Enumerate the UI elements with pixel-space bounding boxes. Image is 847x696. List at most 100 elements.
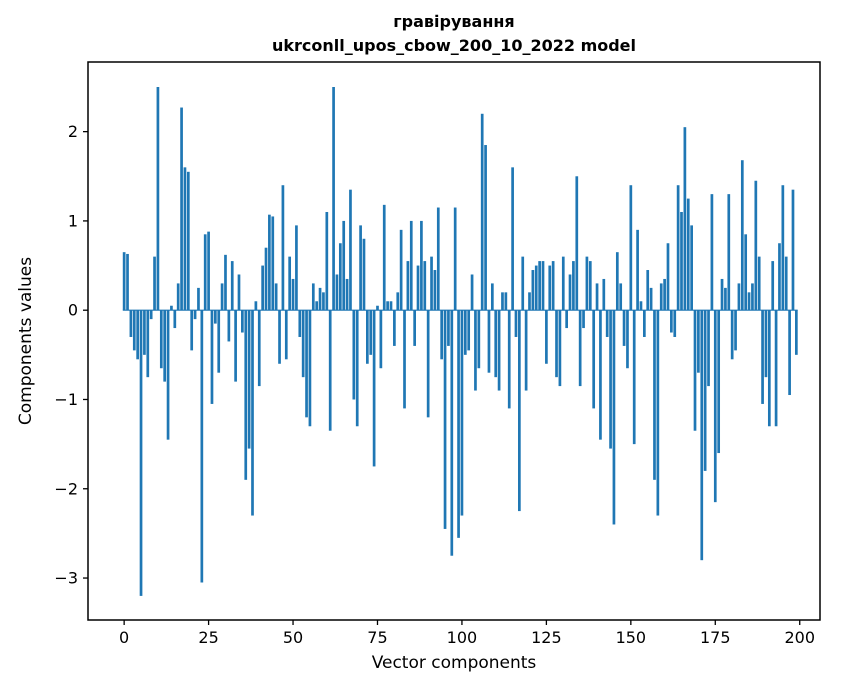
bar	[433, 270, 437, 311]
bar	[440, 310, 444, 360]
bar	[379, 310, 383, 369]
bar	[639, 301, 643, 311]
bar	[457, 310, 460, 538]
bar	[663, 278, 666, 311]
bar	[700, 310, 704, 561]
bar	[247, 310, 251, 449]
bar	[197, 287, 200, 311]
bar	[568, 274, 572, 311]
bar	[315, 301, 319, 311]
bar	[271, 216, 275, 311]
bar	[538, 261, 541, 311]
bar	[632, 310, 636, 445]
bar	[764, 310, 768, 378]
x-tick-label: 150	[616, 628, 647, 647]
x-tick-label: 50	[283, 628, 303, 647]
bar	[436, 207, 440, 311]
bar	[362, 238, 366, 311]
bar	[490, 283, 494, 311]
bar	[636, 229, 639, 311]
bar	[295, 225, 298, 311]
bar	[210, 310, 214, 404]
bar	[730, 310, 734, 360]
bar	[524, 310, 528, 391]
bar	[230, 261, 234, 311]
y-tick-label: 1	[68, 211, 78, 230]
bar	[301, 310, 305, 378]
bar	[717, 310, 721, 454]
bar	[788, 310, 791, 396]
bar	[740, 160, 744, 311]
bar	[261, 265, 264, 311]
bar	[328, 310, 332, 431]
bar	[183, 167, 187, 311]
x-tick-label: 75	[367, 628, 387, 647]
bar	[599, 310, 602, 440]
bar	[447, 310, 450, 346]
bar	[774, 310, 778, 427]
bar	[220, 283, 224, 311]
bar	[203, 234, 207, 311]
chart-title-line1: гравірування	[393, 12, 515, 31]
bar	[693, 310, 697, 431]
bar	[724, 287, 727, 311]
bar	[629, 185, 633, 311]
bar	[143, 310, 146, 355]
bar	[416, 265, 420, 311]
bar	[727, 194, 731, 311]
bar	[139, 310, 143, 596]
bar	[605, 310, 609, 337]
bar	[311, 283, 315, 311]
bar	[386, 301, 389, 311]
bar	[325, 211, 329, 311]
bar	[234, 310, 237, 382]
bar	[342, 220, 346, 311]
bar	[359, 225, 362, 311]
bar	[399, 229, 403, 311]
bar	[193, 310, 197, 320]
y-tick-label: −3	[54, 569, 78, 588]
x-tick-label: 25	[198, 628, 218, 647]
bar	[200, 310, 204, 583]
bar	[784, 256, 788, 311]
x-tick-label: 175	[700, 628, 731, 647]
bar	[298, 310, 302, 337]
bar	[720, 278, 724, 311]
bar	[521, 256, 525, 311]
bar	[318, 287, 322, 311]
bar	[612, 310, 616, 525]
bar	[122, 252, 126, 311]
bar	[754, 180, 758, 311]
bar	[460, 310, 464, 516]
bar	[159, 310, 163, 369]
bar	[626, 310, 629, 369]
bar	[132, 310, 136, 351]
bar	[372, 310, 376, 467]
bar	[592, 310, 596, 409]
bar	[443, 310, 447, 529]
bar	[345, 278, 349, 311]
bar	[680, 211, 683, 311]
bar	[791, 189, 795, 311]
bar	[409, 220, 413, 311]
y-tick-label: 0	[68, 301, 78, 320]
bar	[352, 310, 356, 400]
bar	[643, 310, 646, 337]
bar	[430, 256, 433, 311]
bar	[366, 310, 369, 364]
bar	[747, 292, 751, 311]
bar	[528, 292, 531, 311]
bar	[649, 287, 653, 311]
bar	[470, 274, 474, 311]
bar	[420, 220, 423, 311]
bar	[771, 261, 775, 311]
bar	[565, 310, 568, 329]
bar	[413, 310, 416, 346]
bar	[781, 185, 785, 311]
bar	[761, 310, 764, 404]
bar	[291, 278, 295, 311]
x-axis-label: Vector components	[371, 653, 537, 673]
bar	[710, 194, 714, 311]
bar	[382, 204, 386, 311]
